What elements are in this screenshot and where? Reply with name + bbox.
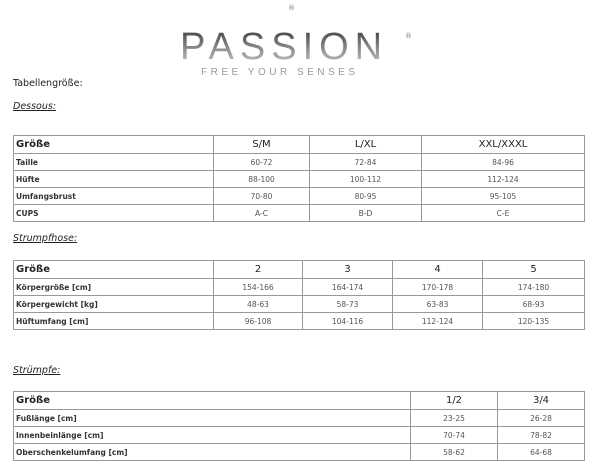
measurement-cell: 154-166 bbox=[213, 278, 303, 296]
measurement-cell: 70-80 bbox=[213, 187, 310, 205]
table-row: CUPS A-C B-D C-E bbox=[13, 204, 585, 222]
size-header-cell: 3/4 bbox=[497, 391, 585, 410]
row-label: Fußlänge [cm] bbox=[13, 409, 411, 427]
measurement-cell: 26-28 bbox=[497, 409, 585, 427]
section-title-strumpfhose: Strumpfhose: bbox=[13, 233, 78, 244]
measurement-cell: 80-95 bbox=[309, 187, 422, 205]
measurement-cell: 164-174 bbox=[302, 278, 393, 296]
measurement-cell: 58-73 bbox=[302, 295, 393, 313]
section-title-struempfe: Strümpfe: bbox=[13, 365, 61, 376]
registered-mark: ® bbox=[405, 32, 412, 40]
table-header-row: Größe 2 3 4 5 bbox=[13, 260, 585, 279]
measurement-cell: 96-108 bbox=[213, 312, 303, 330]
size-header-cell: 4 bbox=[392, 260, 483, 279]
passion-logo: PASSION ® ® FREE YOUR SENSES bbox=[170, 4, 420, 80]
measurement-cell: 88-100 bbox=[213, 170, 310, 188]
measurement-cell: 58-62 bbox=[410, 443, 498, 461]
table-header-row: Größe S/M L/XL XXL/XXXL bbox=[13, 135, 585, 154]
size-header-cell: S/M bbox=[213, 135, 310, 154]
size-header-cell: XXL/XXXL bbox=[421, 135, 585, 154]
row-label: Innenbeinlänge [cm] bbox=[13, 426, 411, 444]
section-title-dessous: Dessous: bbox=[13, 101, 57, 112]
row-label: Größe bbox=[13, 135, 214, 154]
measurement-cell: 100-112 bbox=[309, 170, 422, 188]
measurement-cell: 120-135 bbox=[482, 312, 585, 330]
row-label: Größe bbox=[13, 260, 214, 279]
logo-tagline: FREE YOUR SENSES bbox=[201, 67, 359, 78]
measurement-cell: 84-96 bbox=[421, 153, 585, 171]
measurement-cell: A-C bbox=[213, 204, 310, 222]
row-label: Größe bbox=[13, 391, 411, 410]
row-label: Hüftumfang [cm] bbox=[13, 312, 214, 330]
table-row: Umfangsbrust 70-80 80-95 95-105 bbox=[13, 187, 585, 205]
measurement-cell: 112-124 bbox=[392, 312, 483, 330]
measurement-cell: 112-124 bbox=[421, 170, 585, 188]
measurement-cell: B-D bbox=[309, 204, 422, 222]
measurement-cell: 95-105 bbox=[421, 187, 585, 205]
table-row: Innenbeinlänge [cm] 70-74 78-82 bbox=[13, 426, 585, 444]
row-label: Körpergröße [cm] bbox=[13, 278, 214, 296]
measurement-cell: C-E bbox=[421, 204, 585, 222]
row-label: Hüfte bbox=[13, 170, 214, 188]
logo-wordmark: PASSION bbox=[180, 26, 389, 68]
row-label: Umfangsbrust bbox=[13, 187, 214, 205]
table-row: Hüftumfang [cm] 96-108 104-116 112-124 120-1… bbox=[13, 312, 585, 330]
measurement-cell: 72-84 bbox=[309, 153, 422, 171]
table-row: Fußlänge [cm] 23-25 26-28 bbox=[13, 409, 585, 427]
struempfe-table: Größe 1/2 3/4 Fußlänge [cm] 23-25 26-28 Innenb… bbox=[13, 391, 585, 461]
size-header-cell: 1/2 bbox=[410, 391, 498, 410]
measurement-cell: 174-180 bbox=[482, 278, 585, 296]
page-heading: Tabellengröße: bbox=[13, 78, 83, 89]
size-header-cell: 2 bbox=[213, 260, 303, 279]
size-header-cell: L/XL bbox=[309, 135, 422, 154]
table-row: Körpergewicht [kg] 48-63 58-73 63-83 68-93 bbox=[13, 295, 585, 313]
size-header-cell: 5 bbox=[482, 260, 585, 279]
measurement-cell: 63-83 bbox=[392, 295, 483, 313]
row-label: Körpergewicht [kg] bbox=[13, 295, 214, 313]
measurement-cell: 104-116 bbox=[302, 312, 393, 330]
measurement-cell: 170-178 bbox=[392, 278, 483, 296]
table-row: Körpergröße [cm] 154-166 164-174 170-178 174… bbox=[13, 278, 585, 296]
row-label: CUPS bbox=[13, 204, 214, 222]
measurement-cell: 60-72 bbox=[213, 153, 310, 171]
measurement-cell: 68-93 bbox=[482, 295, 585, 313]
measurement-cell: 70-74 bbox=[410, 426, 498, 444]
table-row: Taille 60-72 72-84 84-96 bbox=[13, 153, 585, 171]
dessous-table: Größe S/M L/XL XXL/XXXL Taille 60-72 72-84 84-9… bbox=[13, 135, 585, 222]
measurement-cell: 78-82 bbox=[497, 426, 585, 444]
measurement-cell: 64-68 bbox=[497, 443, 585, 461]
table-row: Hüfte 88-100 100-112 112-124 bbox=[13, 170, 585, 188]
row-label: Taille bbox=[13, 153, 214, 171]
measurement-cell: 48-63 bbox=[213, 295, 303, 313]
strumpfhose-table: Größe 2 3 4 5 Körpergröße [cm] 154-166 164-174 1… bbox=[13, 260, 585, 330]
size-header-cell: 3 bbox=[302, 260, 393, 279]
table-row: Oberschenkelumfang [cm] 58-62 64-68 bbox=[13, 443, 585, 461]
table-header-row: Größe 1/2 3/4 bbox=[13, 391, 585, 410]
measurement-cell: 23-25 bbox=[410, 409, 498, 427]
row-label: Oberschenkelumfang [cm] bbox=[13, 443, 411, 461]
registered-mark-small: ® bbox=[288, 4, 295, 12]
